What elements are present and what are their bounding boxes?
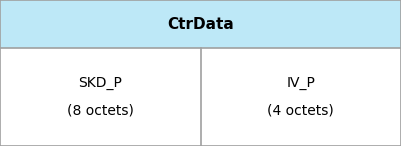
- Text: IV_P: IV_P: [286, 76, 315, 90]
- Text: (8 octets): (8 octets): [67, 104, 134, 118]
- Text: SKD_P: SKD_P: [78, 76, 122, 90]
- Bar: [0, 0, 401, 48]
- Text: CtrData: CtrData: [167, 17, 234, 32]
- Text: (4 octets): (4 octets): [267, 104, 334, 118]
